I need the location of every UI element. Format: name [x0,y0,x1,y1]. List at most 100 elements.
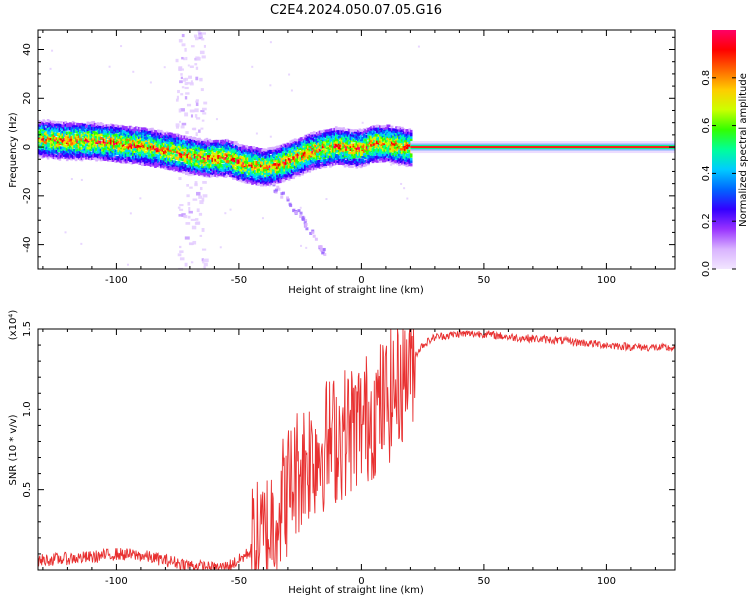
heatmap-cell [126,143,129,147]
heatmap-cell [61,124,65,128]
heatmap-cell [377,144,381,147]
heatmap-cell [149,148,153,151]
heatmap-cell [155,140,159,144]
heatmap-cell [396,153,400,157]
heatmap-cell [185,166,188,170]
heatmap-cell [46,126,50,130]
heatmap-cell [202,163,206,167]
heatmap-cell [315,140,319,144]
heatmap-cell [162,156,166,159]
heatmap-cell [201,258,204,262]
heatmap-cell [201,164,204,167]
heatmap-cell [298,174,301,177]
heatmap-cell [104,143,107,147]
heatmap-cell [324,139,328,142]
heatmap-cell [199,186,203,191]
heatmap-cell [304,170,307,174]
heatmap-cell [193,163,197,167]
heatmap-cell [218,163,222,166]
heatmap-cell [108,126,112,130]
heatmap-cell [240,166,244,170]
heatmap-cell [205,154,209,158]
heatmap-cell [187,168,191,171]
heatmap-cell [364,128,367,132]
heatmap-cell [43,140,47,144]
heatmap-cell [87,146,91,150]
heatmap-cell [276,185,280,189]
heatmap-cell [243,151,247,154]
heatmap-cell [99,122,103,125]
heatmap-cell [76,137,79,141]
heatmap-cell [170,151,173,154]
heatmap-cell [311,168,315,171]
heatmap-cell [334,148,338,151]
heatmap-cell [152,151,156,154]
heatmap-cell [221,139,225,143]
heatmap-cell [65,148,69,151]
heatmap-cell [95,131,98,135]
heatmap-cell [52,151,56,154]
heatmap-cell [51,133,54,137]
heatmap-cell [64,137,68,140]
heatmap-cell [354,158,357,162]
heatmap-cell [104,124,107,127]
heatmap-cell [60,154,63,158]
heatmap-cell [80,130,84,134]
heatmap-cell [324,150,328,153]
heatmap-cell [49,67,52,70]
heatmap-cell [176,161,179,164]
heatmap-cell [315,146,319,149]
heatmap-cell [326,135,329,139]
heatmap-cell [236,169,240,173]
heatmap-cell [54,156,57,160]
heatmap-cell [395,143,398,146]
heatmap-cell [301,157,304,161]
heatmap-cell [208,163,212,167]
heatmap-cell [404,129,407,132]
heatmap-cell [251,165,254,169]
heatmap-cell [373,148,376,152]
heatmap-cell [239,178,242,182]
heatmap-cell [268,154,272,158]
heatmap-cell [249,174,253,178]
heatmap-cell [340,127,344,131]
heatmap-cell [124,134,128,137]
heatmap-cell [349,148,353,151]
heatmap-cell [286,153,290,157]
heatmap-cell [77,135,81,138]
heatmap-cell [161,153,165,156]
heatmap-cell [293,149,297,153]
heatmap-cell [89,153,93,156]
heatmap-cell [199,200,204,205]
heatmap-cell [226,157,229,161]
heatmap-cell [115,151,119,155]
heatmap-cell [324,129,328,133]
heatmap-cell [346,145,350,149]
heatmap-cell [384,159,388,162]
heatmap-cell [193,136,197,140]
heatmap-cell [229,150,232,154]
heatmap-cell [389,132,392,135]
heatmap-cell [117,127,120,131]
heatmap-cell [401,134,404,138]
heatmap-cell [80,128,84,131]
heatmap-cell [409,129,413,133]
heatmap-cell [209,174,213,178]
heatmap-cell [299,206,302,209]
heatmap-cell [351,138,354,141]
heatmap-cell [40,133,44,136]
heatmap-cell [89,138,93,142]
heatmap-cell [358,142,362,146]
heatmap-cell [229,157,232,161]
heatmap-cell [198,144,201,147]
heatmap-cell [77,129,81,132]
heatmap-cell [52,136,56,139]
heatmap-cell [403,187,406,190]
heatmap-cell [152,129,156,133]
heatmap-cell [324,135,328,138]
heatmap-cell [270,146,273,150]
heatmap-cell [257,183,260,186]
heatmap-cell [145,150,148,154]
heatmap-cell [62,150,66,154]
heatmap-cell [393,160,397,163]
